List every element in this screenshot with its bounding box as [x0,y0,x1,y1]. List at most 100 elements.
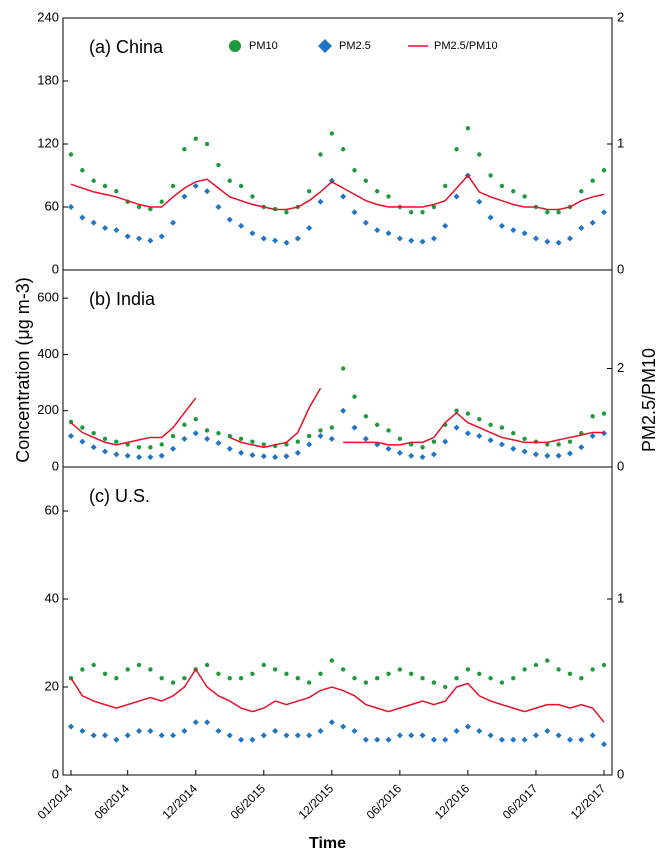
x-tick-label: 06/2015 [228,781,269,822]
pm25-point [68,723,74,730]
pm10-point [250,194,255,199]
pm25-point [192,430,199,437]
pm10-point [329,425,335,430]
pm25-point [147,237,154,244]
pm10-point [329,658,335,663]
pm10-point [295,676,301,681]
pm25-point [498,441,505,448]
pm10-point [170,433,176,439]
pm10-point [250,671,255,676]
pm25-point [124,233,131,240]
pm25-point [192,183,199,189]
pm10-point [182,147,187,152]
pm25-point [566,450,573,457]
y-tick-label: 60 [45,198,59,213]
pm10-point [545,442,550,447]
pm10-point [352,676,357,681]
pm25-point [396,449,403,456]
pm25-point [283,732,290,739]
pm10-point [250,439,255,444]
y-tick-label: 600 [37,290,59,305]
pm25-point [136,728,143,734]
y2-tick-label: 2 [617,9,624,24]
pm25-point [578,444,585,451]
pm10-point [125,442,130,447]
pm10-point [431,439,437,444]
pm10-point [204,428,210,433]
pm10-point [454,408,459,413]
pm10-point [216,671,221,676]
pm10-point [204,141,210,147]
pm10-point [318,152,323,157]
pm10-point [352,394,357,399]
pm10-point [477,416,482,422]
pm10-point [386,671,391,676]
pm25-point [170,732,177,739]
pm10-point [159,676,164,681]
pm10-point [499,680,505,685]
pm25-point [555,239,562,246]
pm10-point [318,671,323,676]
pm25-point [498,736,505,743]
x-tick-label: 12/2015 [296,781,337,822]
pm10-point [238,436,244,442]
pm10-point [91,662,96,668]
pm10-point [159,199,164,204]
pm10-point [545,658,550,663]
pm25-point [204,188,211,195]
pm25-point [362,435,369,442]
pm25-point [340,193,347,200]
pm25-point [544,452,551,459]
pm25-point [158,452,165,459]
pm25-point [442,222,449,229]
pm10-point [511,189,516,194]
x-tick-label: 12/2016 [432,781,473,822]
pm25-point [238,449,245,456]
pm25-point [226,216,233,223]
pm10-point [340,667,346,672]
pm25-point [68,433,74,440]
pm25-point [555,732,562,739]
pm10-point [340,366,346,371]
ratio-line [70,174,605,211]
pm25-point [521,448,528,455]
pm25-point [374,736,381,743]
pm25-point [419,732,426,739]
pm25-point [90,219,97,226]
panel-title: (b) India [89,289,156,309]
pm25-point [215,440,222,447]
x-axis-label: Time [309,835,346,852]
pm25-point [601,741,607,748]
pm25-point [408,452,415,459]
pm25-point [260,235,267,242]
pm25-point [136,454,143,461]
pm25-point [204,719,211,726]
pm25-point [249,736,256,743]
pm25-point [340,723,347,730]
pm25-point [498,222,505,229]
pm25-point [102,448,109,455]
pm10-point [340,147,346,152]
pm10-point [533,662,539,668]
pm10-point [91,431,96,436]
pm10-point [374,422,380,427]
pm10-point [193,416,198,422]
pm10-point [409,442,414,447]
pm10-point [80,425,85,430]
pm25-point [260,453,267,460]
pm25-point [124,452,131,459]
pm10-point [204,662,210,668]
pm25-point [419,454,426,461]
pm25-point [317,198,324,205]
pm10-point [306,680,312,685]
pm10-point [465,667,471,672]
pm25-point [249,230,256,237]
pm10-point [306,189,312,194]
pm25-point [544,728,551,734]
pm25-point [351,728,358,734]
pm10-point [363,680,369,685]
pm10-point [272,667,278,672]
pm10-point [511,676,516,681]
pm25-point [589,732,596,739]
pm10-point [363,178,369,183]
